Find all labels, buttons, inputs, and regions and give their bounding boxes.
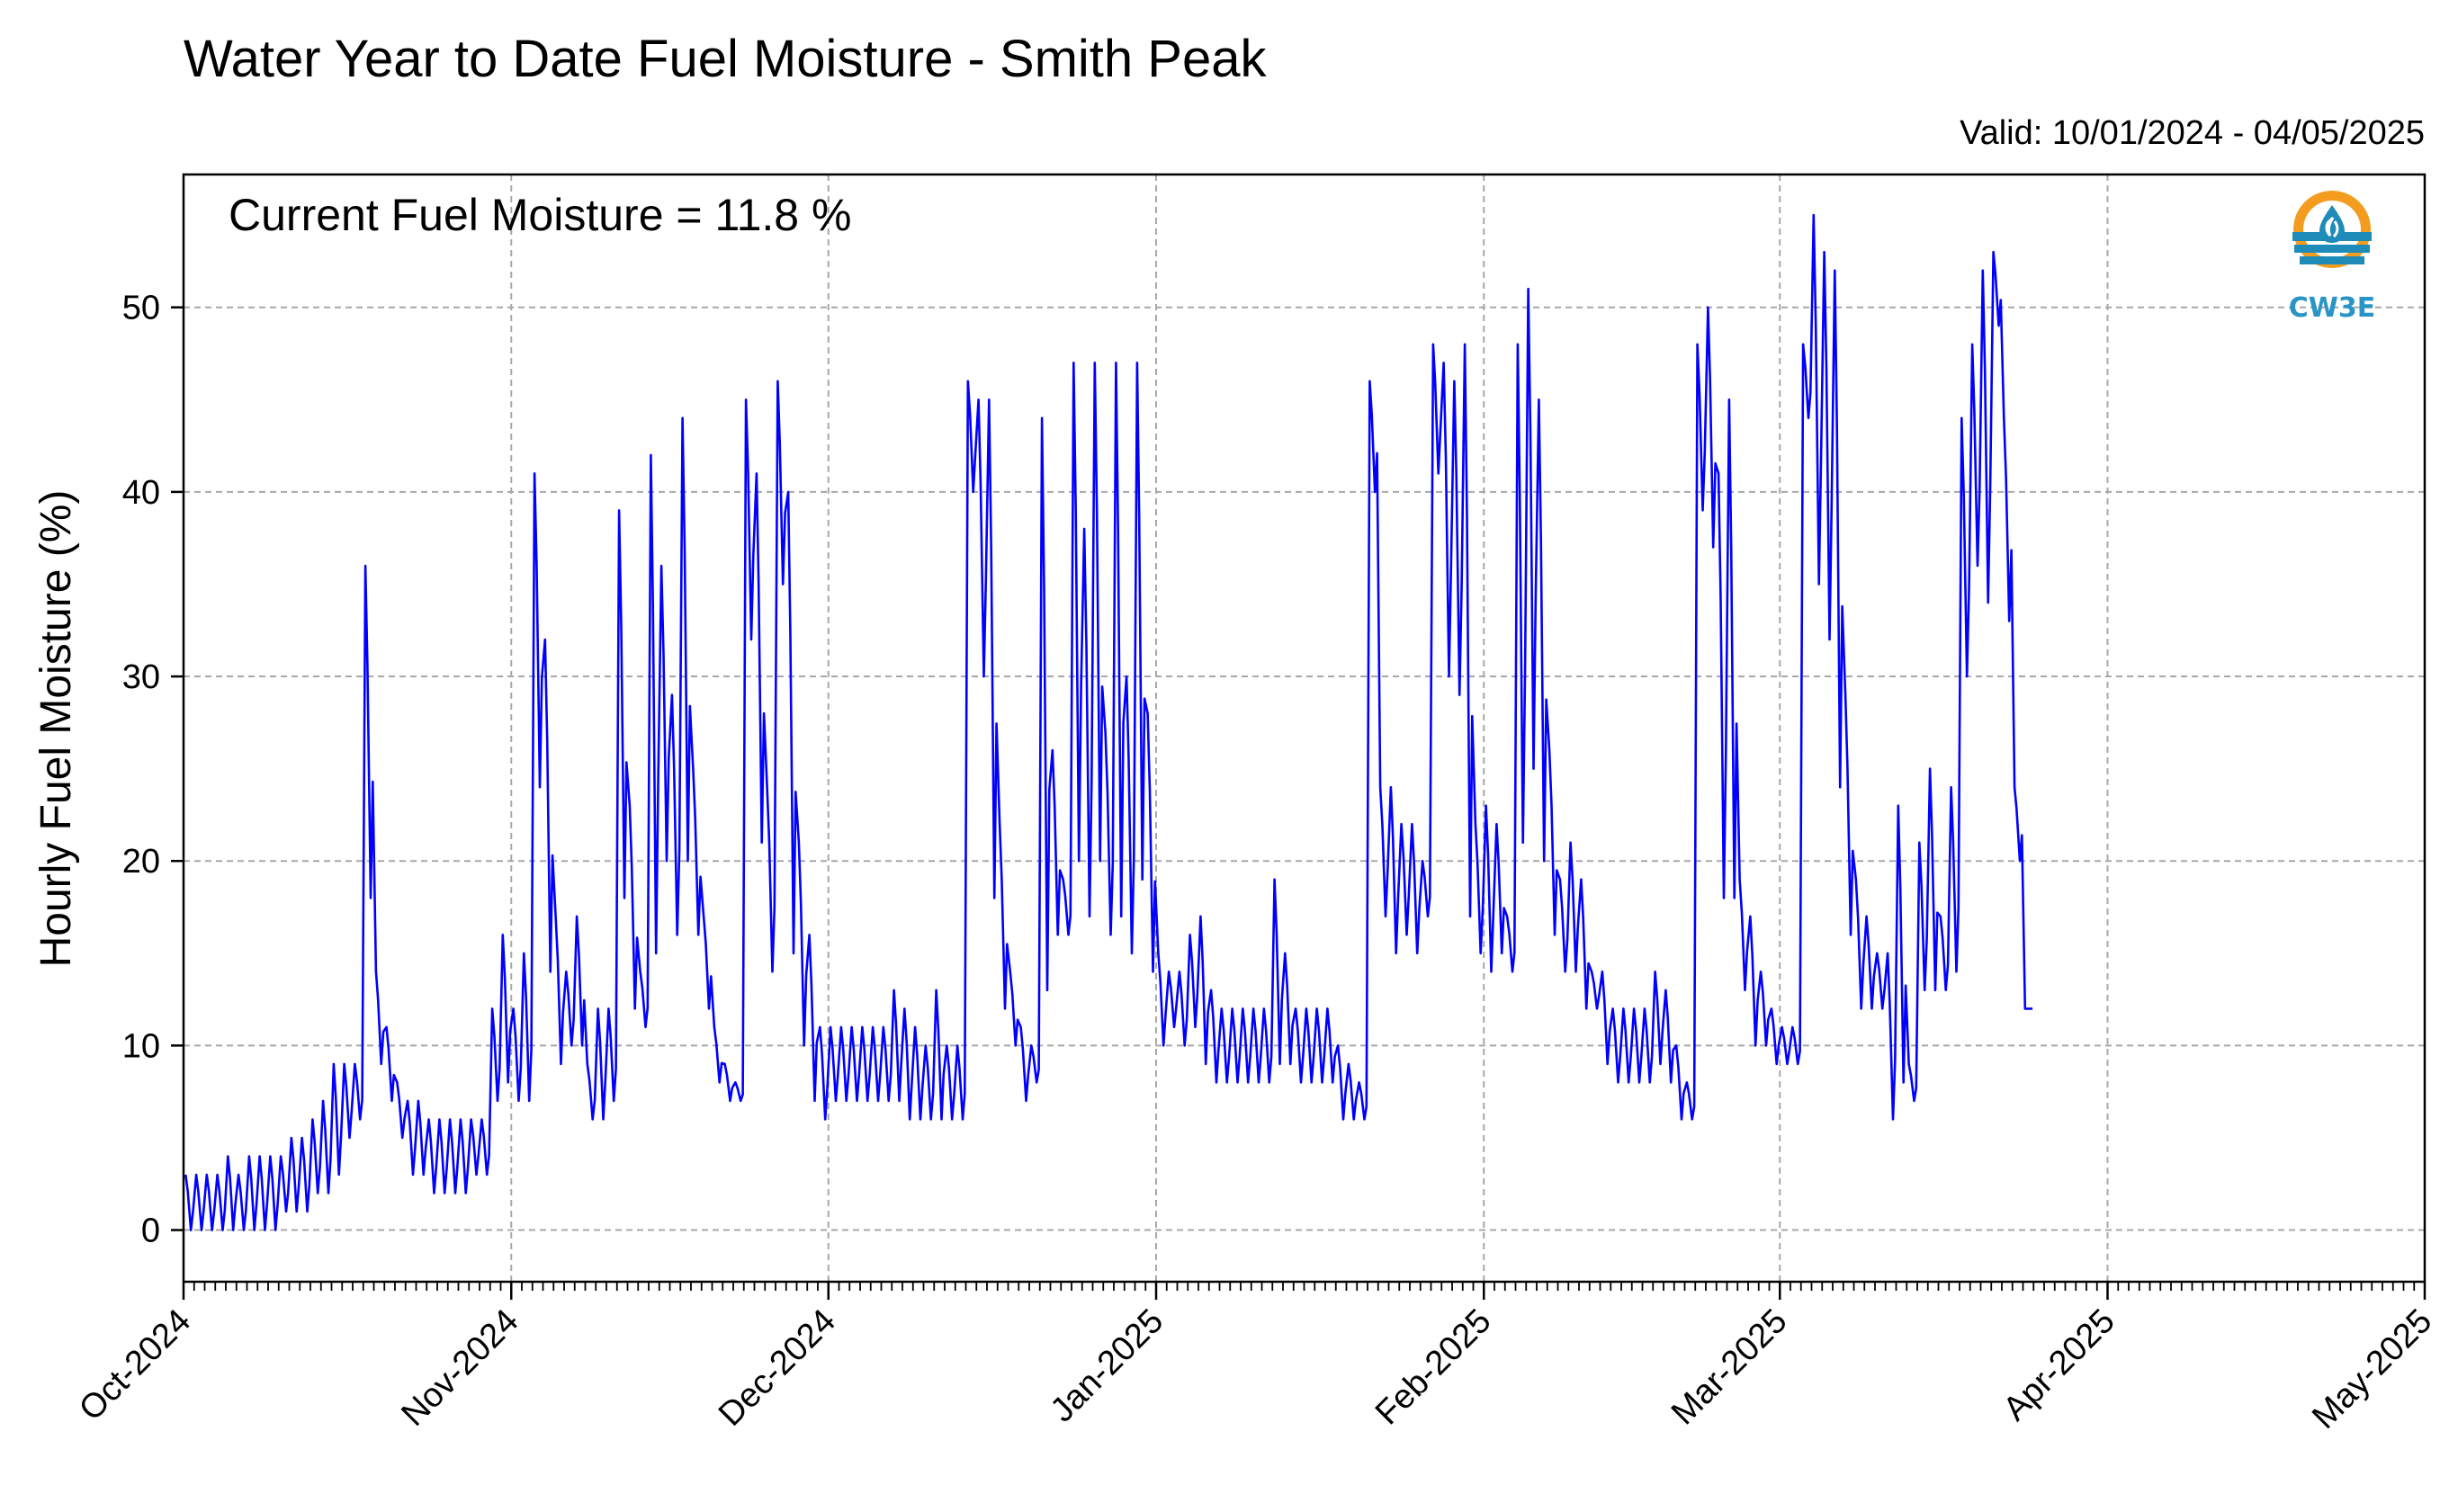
logo-wave-2 [2294, 245, 2370, 253]
flame-icon [2325, 216, 2339, 238]
y-tick-label: 10 [122, 1027, 160, 1065]
chart-title: Water Year to Date Fuel Moisture - Smith… [184, 30, 1267, 88]
cw3e-logo: CW3E [2289, 191, 2375, 324]
logo-wave-3 [2300, 256, 2364, 264]
logo-text: CW3E [2289, 292, 2375, 324]
series-line [184, 213, 2033, 1231]
y-tick-label: 40 [122, 474, 160, 512]
valid-date-range: Valid: 10/01/2024 - 04/05/2025 [1960, 114, 2425, 152]
data-series [184, 213, 2033, 1231]
y-tick-label: 0 [141, 1212, 160, 1250]
y-tick-label: 20 [122, 843, 160, 881]
y-tick-label: 50 [122, 290, 160, 327]
water-drop-icon [2319, 205, 2345, 243]
current-fuel-moisture: Current Fuel Moisture = 11.8 % [229, 190, 851, 240]
y-tick-label: 30 [122, 658, 160, 696]
y-axis-label: Hourly Fuel Moisture (%) [32, 490, 80, 968]
grid-lines [184, 174, 2425, 1282]
